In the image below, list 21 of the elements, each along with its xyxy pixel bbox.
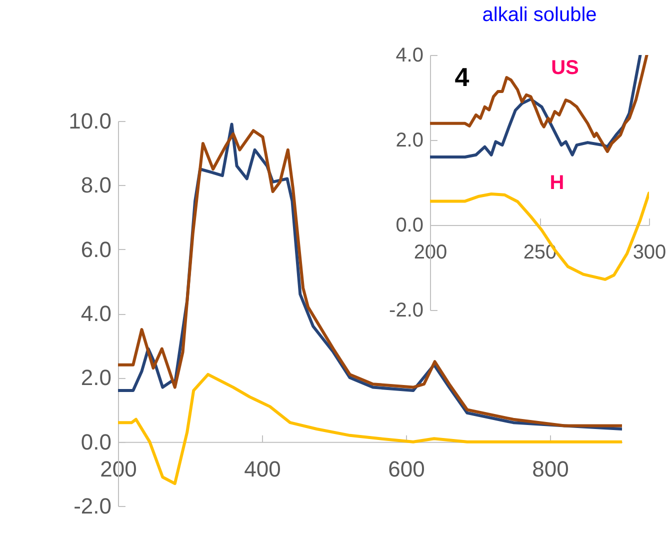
y-tick-label: -2.0: [74, 494, 112, 518]
y-tick-label: 10.0: [68, 108, 112, 134]
chart-title: alkali soluble: [482, 4, 597, 26]
x-tick-label: 600: [388, 456, 425, 482]
y-tick-label: 2.0: [396, 130, 424, 152]
x-tick-label: 400: [244, 456, 281, 482]
x-tick-label: 200: [100, 456, 137, 482]
annotation: 4: [454, 62, 470, 92]
y-tick-label: 0.0: [396, 214, 424, 236]
x-tick-label: 800: [532, 456, 569, 482]
y-tick-label: 6.0: [80, 236, 112, 262]
y-tick-label: 8.0: [80, 172, 112, 198]
annotation: US: [551, 57, 579, 79]
annotation: H: [550, 172, 564, 194]
y-tick-label: 0.0: [80, 429, 112, 454]
y-tick-label: -2.0: [389, 300, 424, 322]
x-tick-label: 300: [632, 242, 666, 264]
x-tick-label: 200: [414, 242, 448, 264]
y-tick-label: 4.0: [396, 44, 424, 66]
y-tick-label: 4.0: [80, 301, 112, 326]
y-tick-label: 2.0: [80, 365, 112, 390]
